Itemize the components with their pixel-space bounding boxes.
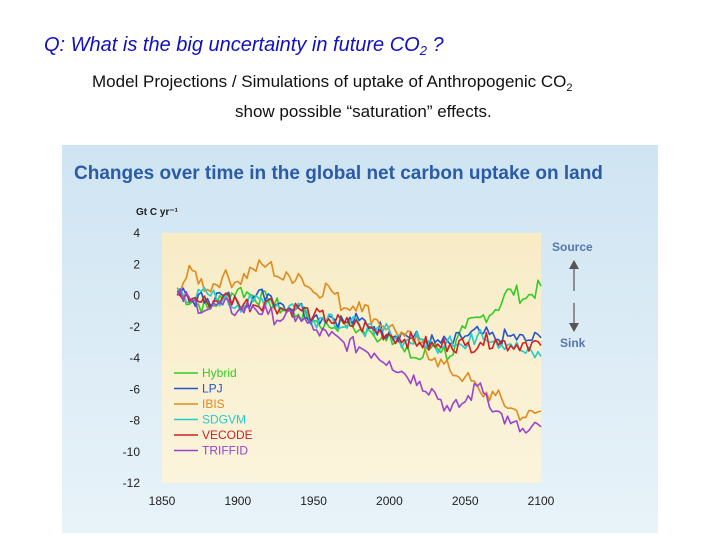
- series-line-ibis: [176, 259, 542, 421]
- carbon-uptake-chart: Changes over time in the global net carb…: [62, 145, 658, 533]
- y-tick-label: -6: [129, 382, 140, 396]
- y-tick-label: -4: [129, 351, 140, 365]
- legend-label-lpj: LPJ: [202, 382, 223, 396]
- legend-label-vecode: VECODE: [202, 428, 253, 442]
- chart-title: Changes over time in the global net carb…: [74, 163, 603, 184]
- series-line-vecode: [176, 291, 542, 354]
- y-tick-label: 4: [133, 226, 140, 240]
- question-subscript: 2: [419, 43, 427, 58]
- x-tick-label: 1850: [149, 494, 176, 508]
- legend-label-triffid: TRIFFID: [202, 444, 248, 458]
- subtitle-line-1-text: Model Projections / Simulations of uptak…: [92, 72, 567, 91]
- subtitle-subscript: 2: [566, 82, 573, 94]
- y-tick-label: 2: [133, 257, 140, 271]
- axis-ticks: 4 2 0 -2 -4 -6 -8 -10 -12 1850 1900 1950 2000 2050 210…: [123, 226, 555, 508]
- y-axis-label: Gt C yr⁻¹: [136, 207, 179, 218]
- legend-label-sdgvm: SDGVM: [202, 413, 246, 427]
- sink-label: Sink: [560, 336, 586, 350]
- y-tick-label: -10: [123, 445, 141, 459]
- source-arrow-head: [569, 260, 579, 269]
- y-tick-label: -12: [123, 476, 141, 490]
- y-tick-label: -8: [129, 414, 140, 428]
- x-tick-label: 1950: [300, 494, 327, 508]
- question-title: Q: What is the big uncertainty in future…: [44, 34, 444, 58]
- series-line-sdgvm: [177, 286, 542, 359]
- y-tick-label: -2: [129, 320, 140, 334]
- source-sink-annotation: Source Sink: [552, 240, 593, 350]
- x-tick-label: 2050: [452, 494, 479, 508]
- x-tick-label: 2000: [376, 494, 403, 508]
- source-label: Source: [552, 240, 593, 254]
- legend-label-hybrid: Hybrid: [202, 366, 237, 380]
- question-suffix: ?: [426, 34, 444, 56]
- x-tick-label: 1900: [224, 494, 251, 508]
- sink-arrow-head: [569, 323, 579, 332]
- series-lines: [176, 259, 542, 434]
- x-tick-label: 2100: [528, 494, 555, 508]
- y-tick-label: 0: [133, 289, 140, 303]
- plot-area: [162, 233, 541, 483]
- legend-label-ibis: IBIS: [202, 397, 225, 411]
- series-line-triffid: [176, 288, 542, 434]
- subtitle-line-2: show possible “saturation” effects.: [235, 102, 492, 121]
- series-line-hybrid: [176, 279, 542, 361]
- question-text: Q: What is the big uncertainty in future…: [44, 34, 420, 56]
- subtitle-line-1: Model Projections / Simulations of uptak…: [92, 72, 573, 94]
